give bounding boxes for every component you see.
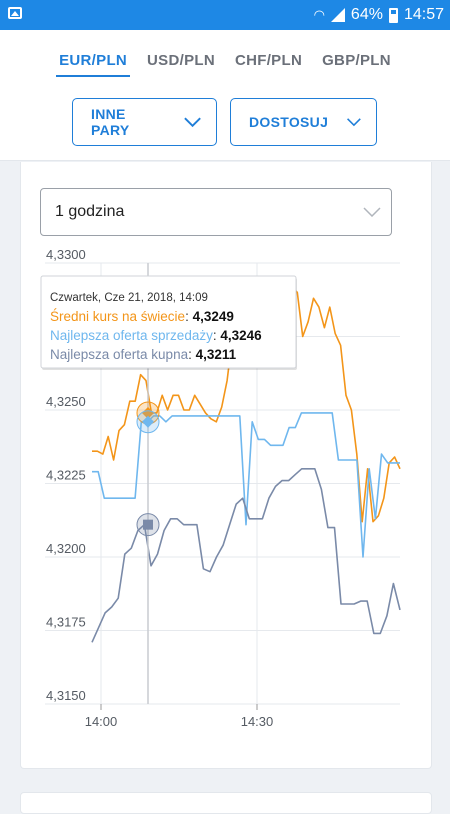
action-buttons: INNE PARY DOSTOSUJ (72, 98, 377, 146)
y-tick-label: 4,3250 (46, 394, 86, 409)
x-tick-label: 14:30 (241, 714, 274, 729)
battery-percent: 64% (350, 6, 383, 23)
hover-marker-world-dot (142, 406, 154, 419)
series-line (91, 467, 401, 643)
tooltip-row: Najlepsza oferta sprzedaży: 4,3246 (50, 328, 262, 343)
tooltip-row-sep: : (185, 309, 193, 324)
y-tick-label: 4,3150 (46, 688, 86, 703)
next-card (20, 792, 432, 814)
y-tick-label: 4,3225 (46, 468, 86, 483)
y-tick-label: 4,3200 (46, 541, 86, 556)
hover-marker-buy-dot (143, 519, 153, 530)
chevron-down-icon (363, 207, 381, 217)
chevron-down-icon (347, 118, 361, 127)
hover-marker-sell-dot (142, 415, 154, 428)
tooltip-date: Czwartek, Cze 21, 2018, 14:09 (50, 292, 208, 304)
gallery-icon (8, 7, 22, 19)
tooltip-row-sep: : (213, 328, 221, 343)
battery-icon (388, 7, 398, 23)
tooltip-row: Najlepsza oferta kupna: 4,3211 (50, 347, 237, 362)
tooltip (40, 275, 297, 369)
tab-chf-pln[interactable]: CHF/PLN (234, 52, 303, 69)
y-tick-label: 4,3175 (46, 615, 86, 630)
tooltip-row-label: Najlepsza oferta sprzedaży (50, 328, 213, 343)
status-bar: ◠ 64% 14:57 (0, 0, 450, 30)
period-select[interactable]: 1 godzina (40, 188, 392, 236)
x-tick-label: 14:00 (85, 714, 118, 729)
wifi-icon: ◠ (313, 7, 325, 22)
chevron-down-icon (184, 117, 201, 128)
tooltip-row-value: 4,3211 (196, 347, 237, 362)
tooltip-row-value: 4,3249 (193, 309, 234, 324)
system-icons: ◠ 64% 14:57 (314, 0, 444, 30)
clock: 14:57 (403, 6, 444, 23)
customize-button[interactable]: DOSTOSUJ (230, 98, 377, 146)
other-pairs-button[interactable]: INNE PARY (72, 98, 217, 146)
tab-eur-pln[interactable]: EUR/PLN (56, 50, 130, 77)
tab-gbp-pln[interactable]: GBP/PLN (322, 52, 391, 69)
period-select-value: 1 godzina (55, 203, 125, 220)
signal-icon (330, 8, 345, 22)
header: EUR/PLN USD/PLN CHF/PLN GBP/PLN INNE PAR… (0, 30, 450, 161)
y-tick-label: 4,3300 (46, 247, 86, 262)
tooltip-row-label: Najlepsza oferta kupna (50, 347, 189, 362)
customize-label: DOSTOSUJ (249, 114, 329, 130)
currency-tabs: EUR/PLN USD/PLN CHF/PLN GBP/PLN (0, 50, 450, 77)
tooltip-row: Średni kurs na świecie: 4,3249 (50, 309, 234, 324)
tooltip-row-value: 4,3246 (220, 328, 262, 343)
tooltip-row-label: Średni kurs na świecie (50, 309, 185, 324)
tooltip-row-sep: : (188, 347, 196, 362)
other-pairs-label: INNE PARY (91, 106, 130, 138)
tab-usd-pln[interactable]: USD/PLN (147, 52, 215, 69)
